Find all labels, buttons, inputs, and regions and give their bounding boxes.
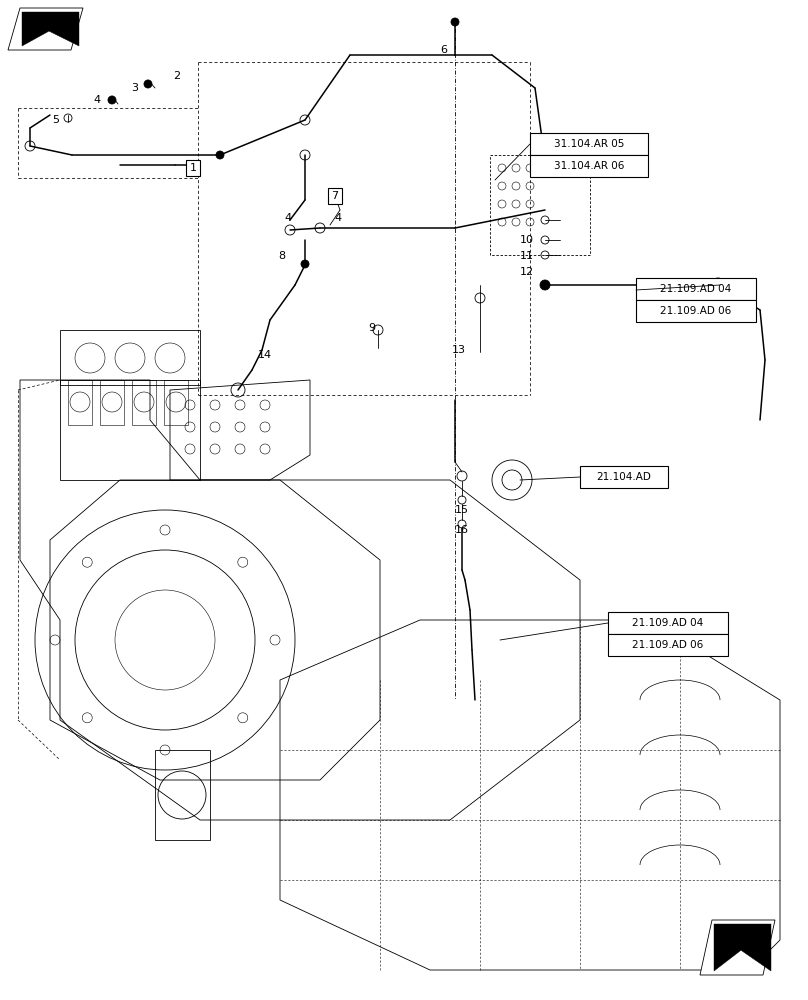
Text: 21.109.AD 06: 21.109.AD 06 (660, 306, 731, 316)
Circle shape (301, 260, 309, 268)
Text: 4: 4 (334, 213, 341, 223)
Bar (68, 380, 92, 425)
Text: 16: 16 (455, 525, 469, 535)
Text: 9: 9 (368, 323, 375, 333)
Bar (60, 330, 200, 385)
Text: 15: 15 (455, 505, 469, 515)
Text: 8: 8 (278, 251, 285, 261)
Circle shape (451, 18, 459, 26)
Text: 31.104.AR 05: 31.104.AR 05 (553, 139, 625, 149)
Text: 11: 11 (520, 251, 534, 261)
Text: 21.109.AD 06: 21.109.AD 06 (633, 640, 704, 650)
Text: 31.104.AR 06: 31.104.AR 06 (553, 161, 625, 171)
Bar (608, 634, 728, 656)
Text: 6: 6 (440, 45, 447, 55)
Bar (608, 612, 728, 634)
Bar (155, 750, 210, 840)
Circle shape (540, 280, 550, 290)
Bar (636, 300, 756, 322)
Bar (100, 380, 124, 425)
Polygon shape (8, 8, 83, 50)
Text: 21.104.AD: 21.104.AD (596, 472, 651, 482)
Polygon shape (714, 924, 771, 971)
Text: 4: 4 (93, 95, 100, 105)
Bar (580, 466, 668, 488)
Bar (636, 278, 756, 300)
Text: 4: 4 (284, 213, 291, 223)
Circle shape (108, 96, 116, 104)
Text: 13: 13 (452, 345, 466, 355)
Text: 21.109.AD 04: 21.109.AD 04 (633, 618, 704, 628)
Text: 7: 7 (331, 191, 339, 201)
Bar (490, 155, 590, 255)
Text: 1: 1 (190, 163, 196, 173)
Circle shape (216, 151, 224, 159)
Text: 10: 10 (520, 235, 534, 245)
Bar (132, 380, 156, 425)
Text: 14: 14 (258, 350, 272, 360)
Text: 12: 12 (520, 267, 534, 277)
Text: 2: 2 (173, 71, 180, 81)
Text: 3: 3 (131, 83, 138, 93)
Polygon shape (22, 12, 79, 46)
Bar (530, 133, 648, 155)
Polygon shape (700, 920, 775, 975)
Text: 5: 5 (52, 115, 59, 125)
Bar (164, 380, 188, 425)
Bar (530, 155, 648, 177)
Text: 21.109.AD 04: 21.109.AD 04 (660, 284, 731, 294)
Circle shape (144, 80, 152, 88)
